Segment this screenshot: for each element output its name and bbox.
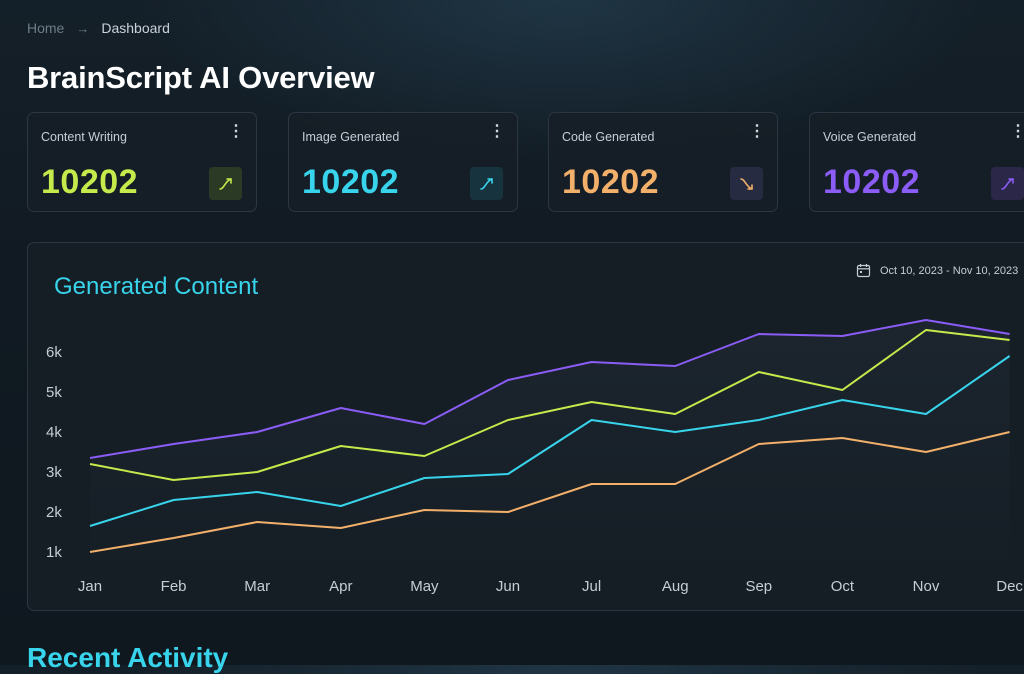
- y-tick-label: 6k: [46, 344, 62, 361]
- stat-label: Content Writing: [41, 130, 127, 144]
- y-tick-label: 5k: [46, 384, 62, 401]
- series-line-0: [89, 319, 1010, 459]
- x-tick-label: Feb: [161, 578, 187, 595]
- chart-title: Generated Content: [54, 273, 259, 300]
- stat-card-image-generated: Image Generated ⋮ 10202: [288, 112, 518, 212]
- stat-value: 10202: [41, 163, 139, 201]
- x-tick-label: Nov: [913, 578, 940, 595]
- trend-up-icon: [209, 167, 242, 200]
- generated-content-chart-card: Generated Content Oct 10, 2023 - Nov 10,…: [27, 242, 1024, 611]
- line-chart: 1k 2k 3k 4k 5k 6k Jan Feb Mar Apr May Jun Jul Aug Sep O…: [46, 319, 1023, 595]
- stat-label: Code Generated: [562, 130, 655, 144]
- stat-card-code-generated: Code Generated ⋮ 10202: [548, 112, 778, 212]
- breadcrumb-current: Dashboard: [101, 20, 170, 36]
- trend-up-icon: [470, 167, 503, 200]
- date-range-picker[interactable]: Oct 10, 2023 - Nov 10, 2023: [856, 263, 1018, 278]
- y-tick-label: 1k: [46, 544, 62, 561]
- page-title: BrainScript AI Overview: [27, 60, 375, 95]
- more-vertical-icon[interactable]: ⋮: [489, 123, 505, 140]
- date-range-text: Oct 10, 2023 - Nov 10, 2023: [880, 264, 1019, 277]
- trend-down-icon: [730, 167, 763, 200]
- more-vertical-icon[interactable]: ⋮: [1010, 123, 1024, 140]
- x-tick-label: Sep: [745, 578, 772, 595]
- trend-up-icon: [991, 167, 1024, 200]
- stat-value: 10202: [562, 163, 660, 201]
- stat-label: Image Generated: [302, 130, 400, 144]
- stat-value: 10202: [302, 163, 400, 201]
- stat-value: 10202: [823, 163, 921, 201]
- x-tick-label: Aug: [662, 578, 689, 595]
- breadcrumb-home-link[interactable]: Home: [27, 20, 65, 36]
- y-tick-label: 4k: [46, 424, 62, 441]
- x-tick-label: Dec: [996, 578, 1023, 595]
- stat-card-voice-generated: Voice Generated ⋮ 10202: [809, 112, 1024, 212]
- x-tick-label: Jun: [496, 578, 520, 595]
- x-tick-label: Oct: [831, 578, 855, 595]
- series-line-2: [89, 355, 1011, 527]
- x-tick-label: Apr: [329, 578, 352, 595]
- more-vertical-icon[interactable]: ⋮: [749, 123, 765, 140]
- y-tick-label: 3k: [46, 464, 62, 481]
- more-vertical-icon[interactable]: ⋮: [228, 123, 244, 140]
- stat-label: Voice Generated: [823, 130, 917, 144]
- calendar-icon: [856, 264, 871, 278]
- arrow-right-icon: →: [76, 20, 90, 36]
- x-tick-label: Jul: [582, 578, 601, 595]
- x-tick-label: May: [410, 578, 439, 595]
- series-line-3: [89, 431, 1010, 553]
- recent-activity-title: Recent Activity: [27, 642, 229, 673]
- breadcrumb: Home → Dashboard: [27, 20, 170, 36]
- series-line-1: [89, 329, 1010, 481]
- y-tick-label: 2k: [46, 504, 62, 521]
- stat-card-content-writing: Content Writing ⋮ 10202: [27, 112, 257, 212]
- x-tick-label: Mar: [244, 578, 270, 595]
- x-tick-label: Jan: [78, 578, 102, 595]
